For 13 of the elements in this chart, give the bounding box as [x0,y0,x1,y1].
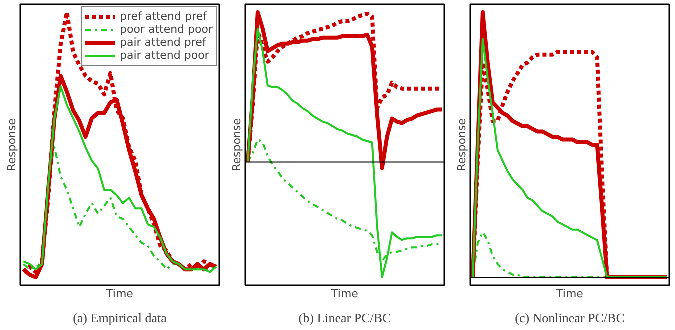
text: (a) Empirical data [73,310,168,326]
legend-label: pair attend poor [120,49,210,62]
x-axis-title: Time [556,288,584,300]
legend-label: poor attend poor [120,23,213,36]
x-axis-title: Time [330,288,359,300]
text: (b) Linear PC/BC [298,310,392,326]
legend-label: pref attend pref [120,10,207,23]
y-axis-title: Response [6,118,18,172]
legend-label: pair attend pref [120,36,206,49]
x-axis-title: Time [106,288,134,300]
y-axis-title: Response [230,118,244,172]
text: (c) Nonlinear PC/BC [515,310,625,326]
y-axis-title: Response [456,118,468,172]
